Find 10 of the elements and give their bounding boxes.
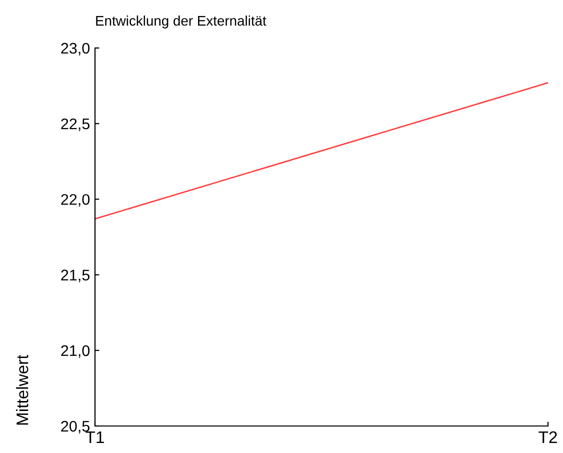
chart-title: Entwicklung der Externalität <box>96 16 266 28</box>
y-axis-title: Mittelwert <box>16 354 28 425</box>
y-tick-label: 21,0 <box>61 345 90 358</box>
y-tick-label: 23,0 <box>61 42 90 56</box>
y-tick-label: 21,5 <box>61 270 90 282</box>
x-tick-label: T2 <box>538 431 557 443</box>
y-tick-label: 22,5 <box>61 118 90 132</box>
y-tick-label: 22,0 <box>61 194 90 207</box>
y-tick-label: 20,5 <box>61 420 90 434</box>
x-tick-label: T1 <box>86 431 104 443</box>
